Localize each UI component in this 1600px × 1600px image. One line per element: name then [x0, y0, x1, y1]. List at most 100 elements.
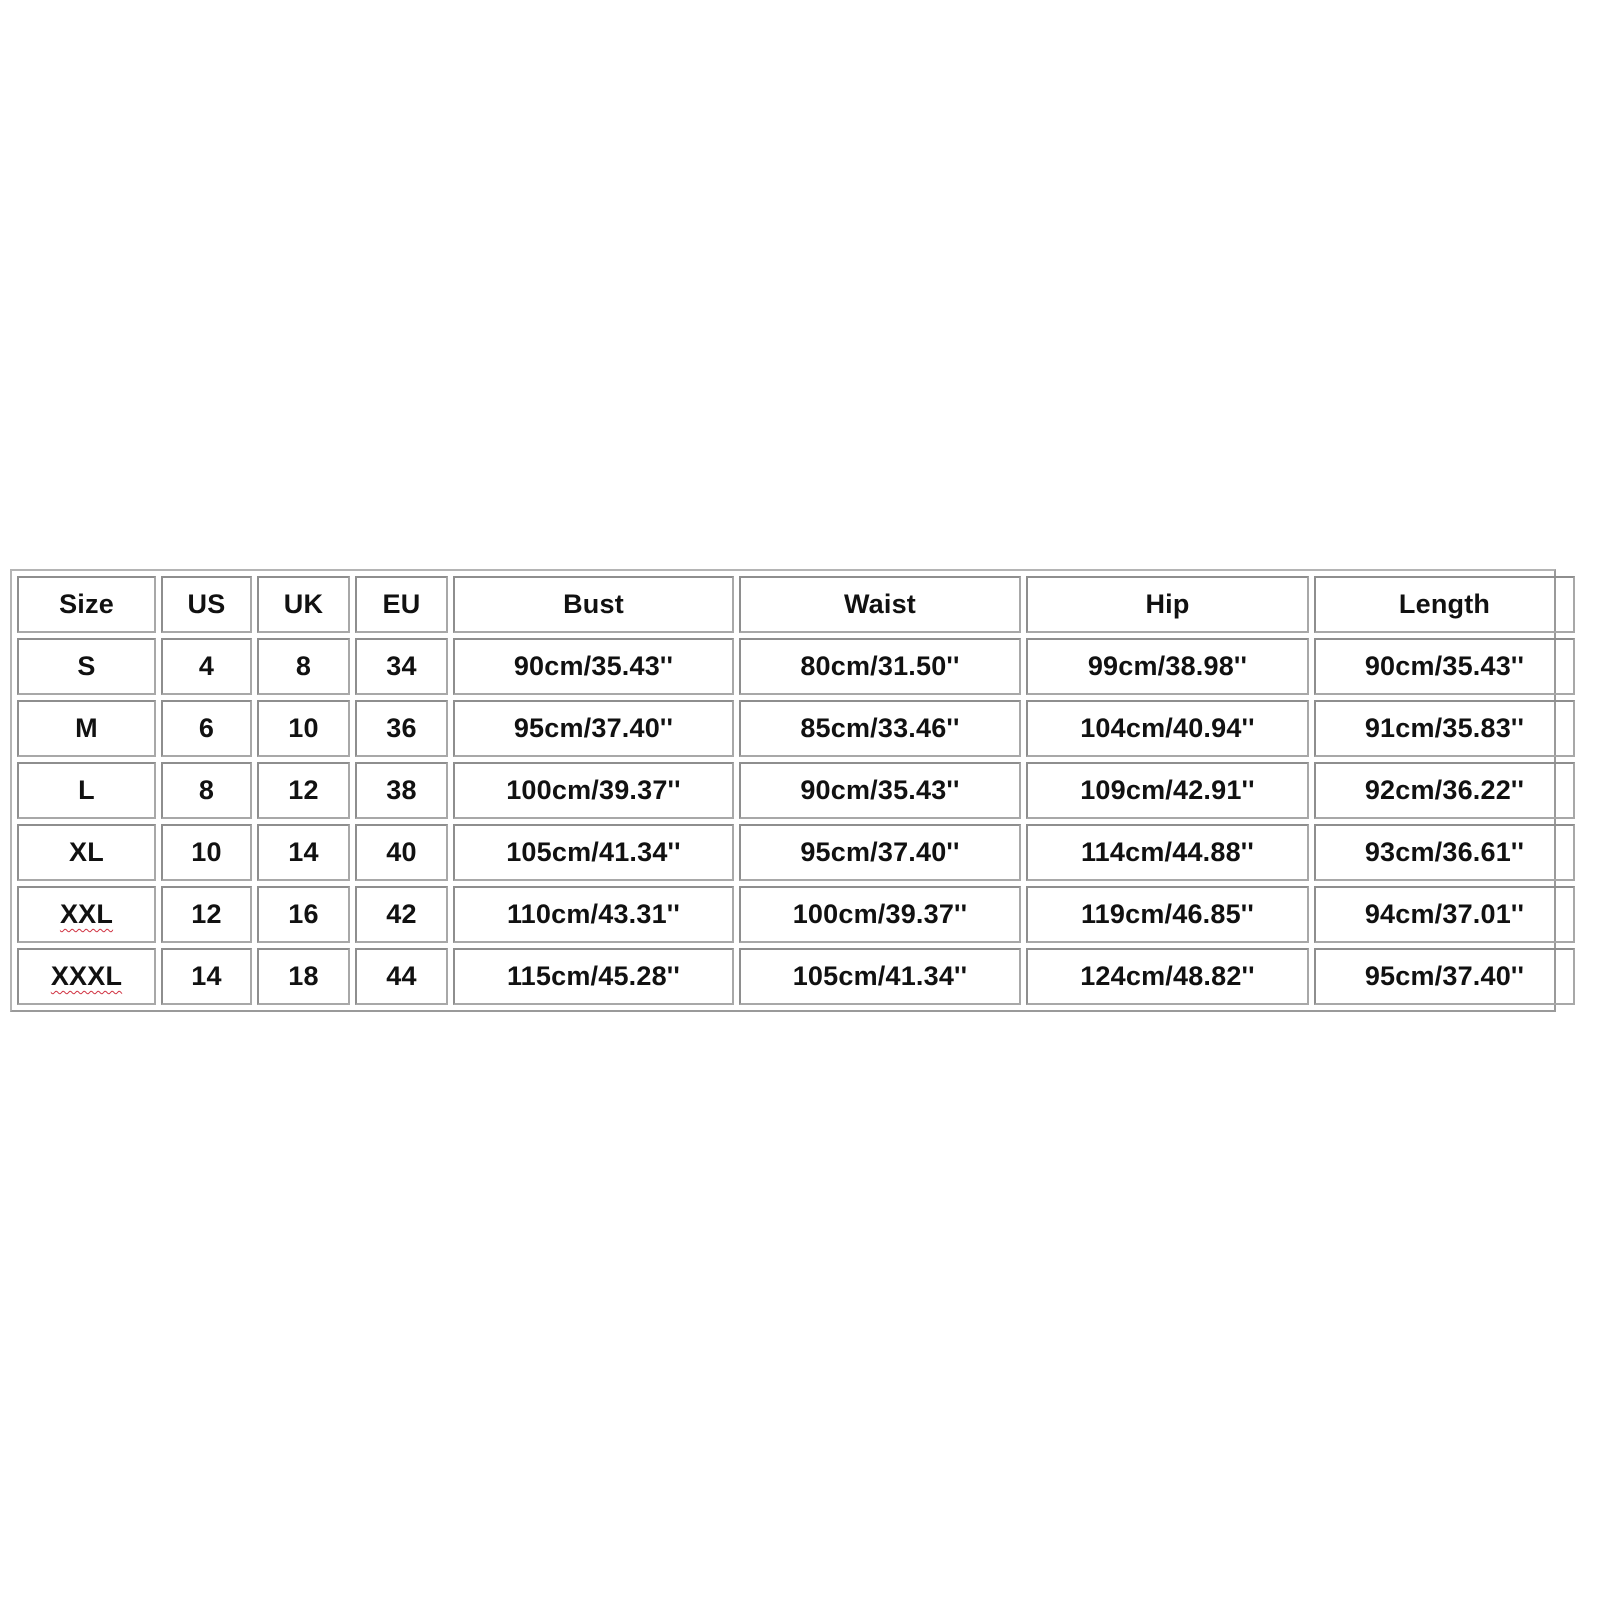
cell-us: 10	[161, 824, 252, 881]
cell-text: 38	[386, 775, 417, 805]
cell-us: 8	[161, 762, 252, 819]
cell-text: 124cm/48.82''	[1080, 961, 1255, 991]
cell-text: 100cm/39.37''	[792, 899, 968, 929]
cell-bust: 115cm/45.28''	[453, 948, 734, 1005]
cell-size: XXL	[17, 886, 156, 943]
cell-hip: 114cm/44.88''	[1026, 824, 1309, 881]
table-row: L 8 12 38 100cm/39.37'' 90cm/35.43'' 109cm/42.…	[17, 762, 1575, 819]
cell-text: L	[78, 775, 95, 805]
cell-text: 90cm/35.43''	[513, 651, 674, 681]
cell-waist: 100cm/39.37''	[739, 886, 1021, 943]
cell-size: S	[17, 638, 156, 695]
cell-text: 92cm/36.22''	[1364, 775, 1525, 805]
cell-text: XXXL	[50, 961, 123, 991]
header-row: Size US UK EU Bust Waist Hip Length	[17, 576, 1575, 633]
cell-uk: 18	[257, 948, 350, 1005]
table-row: S 4 8 34 90cm/35.43'' 80cm/31.50'' 99cm/38.98'…	[17, 638, 1575, 695]
cell-size: XXXL	[17, 948, 156, 1005]
table-row: M 6 10 36 95cm/37.40'' 85cm/33.46'' 104cm/40.9…	[17, 700, 1575, 757]
column-header-hip: Hip	[1026, 576, 1309, 633]
cell-text: M	[75, 713, 98, 743]
column-header-us: US	[161, 576, 252, 633]
cell-hip: 119cm/46.85''	[1026, 886, 1309, 943]
cell-text: 18	[288, 961, 319, 991]
cell-us: 4	[161, 638, 252, 695]
cell-text: 6	[198, 713, 215, 743]
column-header-length: Length	[1314, 576, 1575, 633]
cell-text: 94cm/37.01''	[1364, 899, 1525, 929]
cell-text: 105cm/41.34''	[792, 961, 968, 991]
cell-size: M	[17, 700, 156, 757]
cell-text: 95cm/37.40''	[1364, 961, 1525, 991]
cell-bust: 90cm/35.43''	[453, 638, 734, 695]
cell-us: 6	[161, 700, 252, 757]
cell-length: 90cm/35.43''	[1314, 638, 1575, 695]
cell-eu: 38	[355, 762, 448, 819]
column-header-waist: Waist	[739, 576, 1021, 633]
cell-text: 115cm/45.28''	[506, 961, 681, 991]
column-header-bust: Bust	[453, 576, 734, 633]
cell-text: 14	[288, 837, 319, 867]
table-row: XL 10 14 40 105cm/41.34'' 95cm/37.40'' 114cm/4…	[17, 824, 1575, 881]
cell-size: L	[17, 762, 156, 819]
cell-text: XL	[69, 837, 104, 867]
cell-text: 10	[191, 837, 222, 867]
cell-eu: 44	[355, 948, 448, 1005]
cell-waist: 95cm/37.40''	[739, 824, 1021, 881]
cell-text: 104cm/40.94''	[1080, 713, 1255, 743]
cell-size: XL	[17, 824, 156, 881]
cell-waist: 90cm/35.43''	[739, 762, 1021, 819]
column-header-uk: UK	[257, 576, 350, 633]
cell-text: 34	[386, 651, 417, 681]
cell-text: 8	[295, 651, 312, 681]
cell-text: 119cm/46.85''	[1080, 899, 1255, 929]
cell-text: 114cm/44.88''	[1080, 837, 1255, 867]
cell-length: 92cm/36.22''	[1314, 762, 1575, 819]
cell-text: 85cm/33.46''	[800, 713, 960, 743]
table-row: XXL 12 16 42 110cm/43.31'' 100cm/39.37'' 119cm…	[17, 886, 1575, 943]
cell-text: 109cm/42.91''	[1080, 775, 1255, 805]
cell-hip: 124cm/48.82''	[1026, 948, 1309, 1005]
cell-uk: 12	[257, 762, 350, 819]
cell-text: 8	[198, 775, 215, 805]
cell-us: 14	[161, 948, 252, 1005]
cell-uk: 8	[257, 638, 350, 695]
cell-eu: 40	[355, 824, 448, 881]
cell-length: 95cm/37.40''	[1314, 948, 1575, 1005]
column-header-eu: EU	[355, 576, 448, 633]
cell-text: 14	[191, 961, 222, 991]
cell-eu: 36	[355, 700, 448, 757]
cell-text: 36	[386, 713, 417, 743]
cell-text: 44	[386, 961, 417, 991]
cell-bust: 95cm/37.40''	[453, 700, 734, 757]
cell-eu: 34	[355, 638, 448, 695]
cell-waist: 85cm/33.46''	[739, 700, 1021, 757]
cell-text: 12	[288, 775, 319, 805]
cell-bust: 110cm/43.31''	[453, 886, 734, 943]
cell-text: 110cm/43.31''	[506, 899, 681, 929]
cell-text: 12	[191, 899, 222, 929]
cell-hip: 109cm/42.91''	[1026, 762, 1309, 819]
cell-text: 91cm/35.83''	[1364, 713, 1525, 743]
cell-length: 93cm/36.61''	[1314, 824, 1575, 881]
column-header-size: Size	[17, 576, 156, 633]
cell-uk: 14	[257, 824, 350, 881]
cell-text: 99cm/38.98''	[1087, 651, 1248, 681]
table-row: XXXL 14 18 44 115cm/45.28'' 105cm/41.34'' 124c…	[17, 948, 1575, 1005]
cell-waist: 80cm/31.50''	[739, 638, 1021, 695]
cell-text: XXL	[59, 899, 114, 929]
cell-text: S	[77, 651, 96, 681]
cell-bust: 100cm/39.37''	[453, 762, 734, 819]
size-chart-table: Size US UK EU Bust Waist Hip Length S 4 8 34 90cm/3…	[10, 569, 1575, 1012]
cell-text: 95cm/37.40''	[800, 837, 960, 867]
cell-text: 40	[386, 837, 417, 867]
cell-length: 91cm/35.83''	[1314, 700, 1575, 757]
cell-text: 105cm/41.34''	[506, 837, 681, 867]
cell-us: 12	[161, 886, 252, 943]
cell-bust: 105cm/41.34''	[453, 824, 734, 881]
cell-waist: 105cm/41.34''	[739, 948, 1021, 1005]
cell-text: 90cm/35.43''	[1364, 651, 1525, 681]
cell-text: 42	[386, 899, 417, 929]
cell-hip: 104cm/40.94''	[1026, 700, 1309, 757]
cell-text: 80cm/31.50''	[800, 651, 960, 681]
